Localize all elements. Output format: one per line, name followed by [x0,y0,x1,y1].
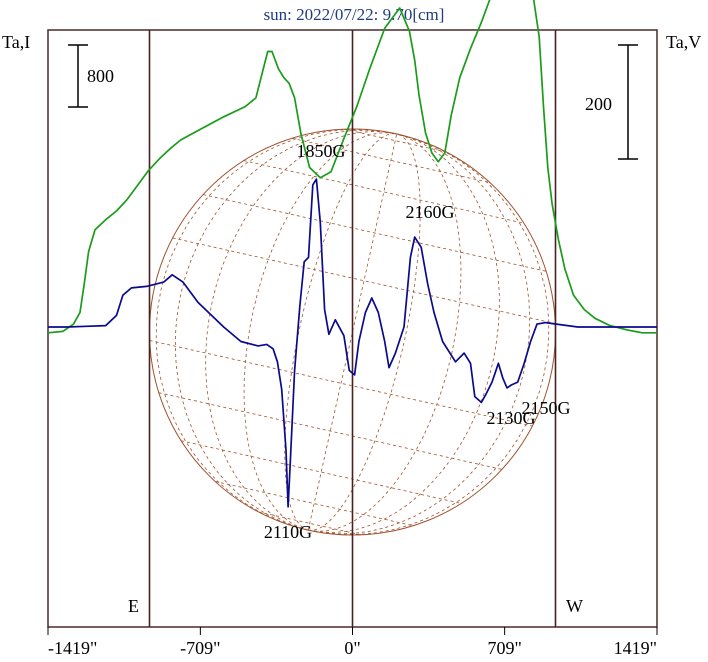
longitude-line [308,133,462,532]
longitude-line [308,133,421,531]
latitude-line [202,194,547,272]
latitude-line [181,440,462,504]
longitude-line [308,133,531,535]
latitude-line [149,340,533,427]
scale-bar-left: 800 [68,44,114,108]
longitude-line [155,129,397,531]
west-label: W [566,596,583,616]
x-tick-label: -709" [180,638,220,658]
latitude-line [158,392,503,470]
scale-bar-left-label: 800 [87,66,114,86]
scale-bar-right-label: 200 [585,94,612,114]
longitude-line [308,133,550,535]
x-tick-label: -1419" [48,638,97,658]
chart-title: sun: 2022/07/22: 9.70[cm] [264,5,445,24]
active-region-label: 2160G [406,202,455,222]
x-tick-label: 0" [344,638,360,658]
right-axis-label: Ta,V [666,32,701,52]
x-tick-labels: -1419" -709" 0" 709" 1419" [47,627,658,658]
x-tick-label: 709" [487,638,521,658]
longitude-line [284,133,397,531]
active-region-label: 2130G [487,408,536,428]
longitude-line [308,133,500,533]
series-stokes-i [47,0,657,334]
longitude-line [243,132,397,531]
guide-lines [148,30,557,627]
latitude-line [214,481,414,527]
latitude-line [172,237,556,324]
data-curves [47,0,657,508]
latitude-line [291,137,491,183]
active-region-label: 2110G [264,522,312,542]
longitude-line [307,133,398,531]
scale-bar-right: 200 [585,44,638,160]
active-region-label: 2150G [522,398,571,418]
x-tick-label: 1419" [614,638,657,658]
latitude-line [243,160,524,224]
series-stokes-v [48,178,657,508]
longitude-line [205,131,397,531]
east-label: E [128,596,139,616]
active-region-label: 1850G [297,141,346,161]
left-axis-label: Ta,I [2,32,30,52]
